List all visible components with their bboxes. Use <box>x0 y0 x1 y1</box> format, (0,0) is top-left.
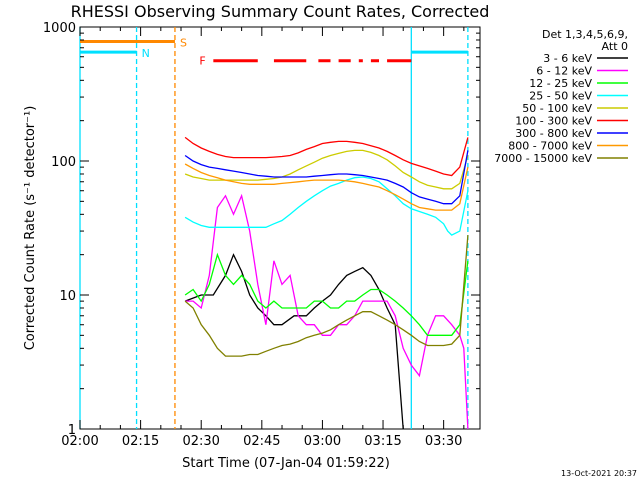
legend-label-7: 800 - 7000 keV <box>508 140 592 153</box>
flag-label-F: F <box>199 55 205 68</box>
legend-label-5: 100 - 300 keV <box>515 115 592 128</box>
x-tick-label-0: 02:00 <box>61 434 98 449</box>
legend-label-6: 300 - 800 keV <box>515 127 592 140</box>
x-tick-label-6: 03:30 <box>425 434 462 449</box>
legend-label-8: 7000 - 15000 keV <box>494 152 592 165</box>
legend-label-4: 50 - 100 keV <box>522 102 592 115</box>
legend-label-3: 25 - 50 keV <box>529 90 592 103</box>
flag-label-S: S <box>180 36 187 49</box>
series-line-8 <box>184 235 469 357</box>
series-line-4 <box>184 149 469 190</box>
x-tick-label-3: 02:45 <box>243 434 280 449</box>
y-tick-label-0: 1 <box>68 423 76 438</box>
x-tick-label-1: 02:15 <box>122 434 159 449</box>
series-line-5 <box>184 136 469 177</box>
legend-header-1: Att 0 <box>602 40 628 53</box>
y-axis-label: Corrected Count Rate (s⁻¹ detector⁻¹) <box>23 106 38 351</box>
legend-label-1: 6 - 12 keV <box>536 65 592 78</box>
series-line-2 <box>184 252 469 336</box>
x-tick-label-5: 03:15 <box>364 434 401 449</box>
y-tick-label-3: 1000 <box>43 21 76 36</box>
series-line-0 <box>184 253 404 430</box>
series-line-1 <box>185 193 469 430</box>
flag-label-N: N <box>142 47 150 60</box>
legend-label-0: 3 - 6 keV <box>543 52 592 65</box>
x-axis-label: Start Time (07-Jan-04 01:59:22) <box>182 456 390 471</box>
x-tick-label-4: 03:00 <box>304 434 341 449</box>
plot-frame <box>79 26 481 430</box>
legend-label-2: 12 - 25 keV <box>529 77 592 90</box>
chart-title: RHESSI Observing Summary Count Rates, Co… <box>71 2 490 21</box>
y-tick-label-1: 10 <box>59 289 76 304</box>
plot-area: N SF 02:00 02:15 02:30 02:45 03:00 03:15 03:30 1 1… <box>43 21 481 449</box>
series-line-6 <box>184 150 469 205</box>
legend-header-0: Det 1,3,4,5,6,9, <box>542 28 628 41</box>
series-line-3 <box>184 176 469 236</box>
plot-timestamp: 13-Oct-2021 20:37 <box>561 469 637 478</box>
series-line-7 <box>184 163 469 211</box>
x-tick-label-2: 02:30 <box>182 434 219 449</box>
y-tick-label-2: 100 <box>51 155 76 170</box>
